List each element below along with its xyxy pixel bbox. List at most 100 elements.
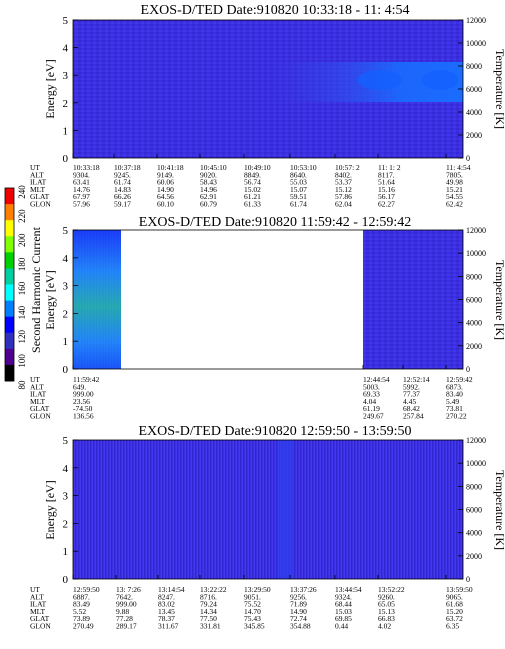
ephemeris-value: 8640.: [290, 170, 307, 179]
ephemeris-value: 9051.: [244, 592, 261, 601]
ephemeris-value: 4.02: [378, 622, 391, 631]
panel-1-ylabel-right: Temperature [K]: [493, 49, 505, 129]
ephemeris-value: 5.49: [446, 397, 459, 406]
ephemeris-value: 289.17: [116, 622, 137, 631]
panel-3-title: EXOS-D/TED Date:910820 12:59:50 - 13:59:…: [139, 424, 412, 439]
ephemeris-value: 61.19: [363, 404, 380, 413]
ephemeris-value: 13.45: [158, 607, 175, 616]
colorbar-swatch: [5, 316, 14, 334]
temperature-tick-label: 10000: [466, 459, 486, 468]
ephemeris-value: 71.89: [290, 600, 307, 609]
energy-tick-label: 3: [63, 491, 69, 503]
temperature-tick-label: 6000: [466, 85, 482, 94]
ephemeris-value: 8117.: [378, 170, 395, 179]
ephemeris-value: 14.90: [290, 607, 307, 616]
ephemeris-value: 61.74: [290, 200, 307, 209]
ephemeris-value: 60.06: [157, 178, 174, 187]
panel-1-ylabel: Energy [eV]: [43, 59, 57, 118]
colorbar-label: Second Harmonic Current: [29, 226, 43, 353]
ephemeris-value: 53.37: [335, 178, 352, 187]
energy-tick-label: 2: [63, 308, 69, 320]
temperature-tick-label: 8000: [466, 272, 482, 281]
ephemeris-value: 13:29:50: [244, 585, 271, 594]
temperature-tick-label: 12000: [466, 226, 486, 235]
temperature-tick-label: 0: [466, 154, 470, 163]
panel-2-late-segment: [363, 230, 463, 369]
ephemeris-value: 59.51: [290, 192, 307, 201]
ephemeris-value: 75.52: [244, 600, 261, 609]
colorbar-tick-label: 100: [17, 354, 27, 368]
ephemeris-value: 331.81: [200, 622, 221, 631]
temperature-tick-label: 12000: [466, 436, 486, 445]
ephemeris-value: 0.44: [335, 622, 348, 631]
ephemeris-value: 77.37: [403, 390, 420, 399]
ephemeris-value: 56.74: [244, 178, 261, 187]
energy-tick-label: 5: [63, 15, 69, 27]
ephemeris-value: 8247.: [158, 592, 175, 601]
colorbar-swatch: [5, 188, 14, 205]
ephemeris-value: 12:44:54: [363, 375, 390, 384]
ephemeris-row-label: ALT: [30, 382, 44, 391]
ephemeris-value: 10:49:10: [244, 163, 271, 172]
temperature-tick-label: 8000: [466, 482, 482, 491]
ephemeris-value: 5992.: [403, 382, 420, 391]
ephemeris-value: 60.79: [200, 200, 217, 209]
energy-tick-label: 4: [63, 463, 69, 475]
temperature-tick-label: 10000: [466, 39, 486, 48]
temperature-tick-label: 6000: [466, 296, 482, 305]
temperature-tick-label: 12000: [466, 16, 486, 25]
energy-tick-label: 5: [63, 435, 69, 447]
ephemeris-value: 61.68: [446, 600, 463, 609]
ephemeris-value: 77.50: [200, 614, 217, 623]
ephemeris-row-label: ILAT: [30, 178, 47, 187]
panel-3-ylabel: Energy [eV]: [43, 480, 57, 539]
energy-tick-label: 0: [63, 574, 69, 586]
ephemeris-value: 999.00: [73, 390, 94, 399]
energy-tick-label: 3: [63, 281, 69, 293]
ephemeris-value: 79.24: [200, 600, 217, 609]
panel-3: EXOS-D/TED Date:910820 12:59:50 - 13:59:…: [30, 424, 505, 631]
panel-3-spectrogram: [73, 440, 463, 579]
energy-tick-label: 0: [63, 153, 69, 165]
ephemeris-value: 13:59:50: [446, 585, 473, 594]
colorbar-swatch: [5, 204, 14, 221]
ephemeris-row-label: ALT: [30, 592, 44, 601]
ephemeris-value: 13:14:54: [158, 585, 185, 594]
ephemeris-value: 15.02: [244, 185, 261, 194]
ephemeris-value: 270.49: [73, 622, 94, 631]
panel-1-title: EXOS-D/TED Date:910820 10:33:18 - 11: 4:…: [141, 3, 410, 18]
colorbar: 240 220 200 180 160 140 120 100 80 Second Harmon…: [4, 185, 43, 390]
ephemeris-row-label: GLON: [30, 622, 51, 631]
ephemeris-value: 83.40: [446, 390, 463, 399]
ephemeris-value: 15.03: [335, 607, 352, 616]
colorbar-tick-label: 240: [17, 185, 27, 199]
colorbar-tick-label: 180: [17, 257, 27, 271]
ephemeris-value: 61.74: [114, 178, 131, 187]
ephemeris-value: 136.56: [73, 412, 94, 421]
colorbar-swatch: [5, 348, 14, 366]
ephemeris-value: 8402.: [335, 170, 352, 179]
colorbar-swatch: [5, 300, 14, 318]
ephemeris-value: 9260.: [378, 592, 395, 601]
ephemeris-value: 10:41:18: [157, 163, 184, 172]
ephemeris-value: 75.43: [244, 614, 261, 623]
ephemeris-value: 12:52:14: [403, 375, 430, 384]
ephemeris-value: 13: 7:26: [116, 585, 141, 594]
energy-tick-label: 1: [63, 125, 69, 137]
colorbar-tick-label: 220: [17, 209, 27, 223]
ephemeris-value: 10:33:18: [73, 163, 100, 172]
ephemeris-value: 56.17: [378, 192, 395, 201]
ephemeris-value: 15.12: [335, 185, 352, 194]
ephemeris-value: 68.42: [403, 404, 420, 413]
panel-2-ylabel-right: Temperature [K]: [493, 260, 505, 340]
ephemeris-value: 13:37:26: [290, 585, 317, 594]
ephemeris-value: 63.72: [446, 614, 463, 623]
ephemeris-value: 23.56: [73, 397, 90, 406]
ephemeris-value: 10:45:10: [200, 163, 227, 172]
panel-3-stripe: [278, 440, 294, 579]
ephemeris-value: 55.03: [290, 178, 307, 187]
ephemeris-row-label: MLT: [30, 185, 46, 194]
temperature-tick-label: 2000: [466, 552, 482, 561]
panel-2-title: EXOS-D/TED Date:910820 11:59:42 - 12:59:…: [139, 215, 411, 230]
